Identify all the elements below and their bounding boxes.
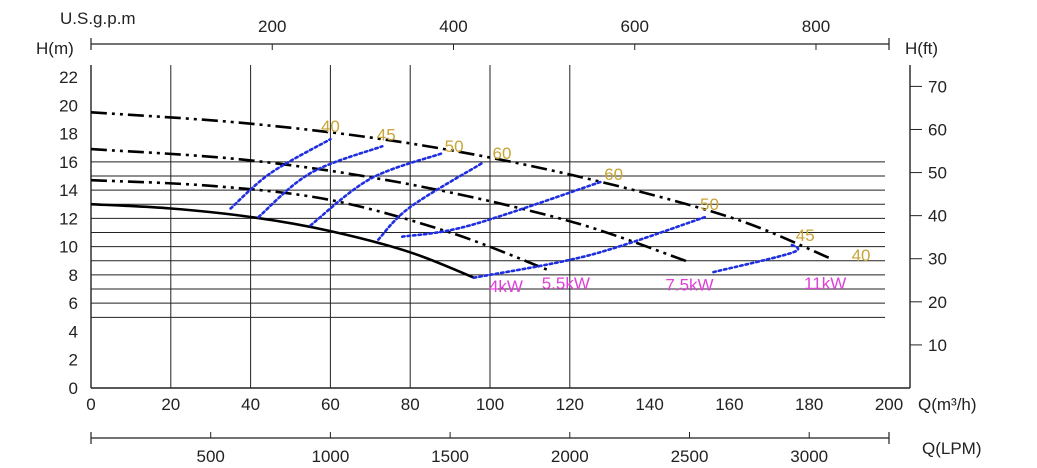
top-tick-label: 400 [439, 17, 467, 36]
y-tick-label: 8 [69, 266, 78, 285]
right-tick-label: 20 [928, 293, 947, 312]
y-tick-label: 14 [59, 181, 78, 200]
y-tick-label: 12 [59, 209, 78, 228]
x-tick-label: 40 [241, 395, 260, 414]
y-tick-label: 20 [59, 96, 78, 115]
efficiency-curve-45 [712, 242, 800, 274]
x-tick-label: 0 [86, 395, 95, 414]
grid [91, 65, 885, 388]
power-label: 5.5kW [542, 274, 590, 293]
right-tick-label: 30 [928, 250, 947, 269]
right-tick-label: 60 [928, 120, 947, 139]
x-axis-label: Q(m³/h) [918, 395, 977, 414]
bottom-tick-label: 2500 [671, 447, 709, 466]
y-axis-label: H(m) [36, 39, 74, 58]
right-tick-label: 50 [928, 164, 947, 183]
y-tick-label: 16 [59, 153, 78, 172]
efficiency-label: 60 [493, 144, 512, 163]
pump-curve-5-5kw [90, 178, 551, 272]
power-label: 7.5kW [665, 275, 713, 294]
efficiency-label: 40 [321, 117, 340, 136]
x-tick-label: 180 [795, 395, 823, 414]
power-label: 4kW [489, 277, 523, 296]
right-tick-label: 10 [928, 336, 947, 355]
top-axis-label: U.S.g.p.m [60, 9, 136, 28]
efficiency-label: 50 [445, 137, 464, 156]
y-tick-label: 22 [59, 68, 78, 87]
efficiency-curve-50 [309, 152, 444, 227]
x-tick-label: 60 [321, 395, 340, 414]
top-tick-label: 800 [802, 17, 830, 36]
right-tick-label: 70 [928, 77, 947, 96]
efficiency-curve-60 [377, 161, 484, 241]
efficiency-curve-50 [472, 215, 707, 279]
pump-curves [90, 111, 830, 279]
top-tick-label: 600 [621, 17, 649, 36]
efficiency-curve-45 [257, 145, 384, 219]
efficiency-label: 40 [852, 246, 871, 265]
bottom-tick-label: 3000 [790, 447, 828, 466]
x-tick-label: 80 [401, 395, 420, 414]
efficiency-label: 60 [604, 165, 623, 184]
bottom-tick-label: 2000 [551, 447, 589, 466]
bottom-tick-label: 1500 [431, 447, 469, 466]
axes [90, 38, 922, 444]
curve-labels: 40 45 50 60 60 50 45 40 4kW 5.5kW 7.5kW 11kW [321, 117, 871, 296]
bottom-axis-label: Q(LPM) [922, 439, 982, 458]
y-tick-label: 0 [69, 379, 78, 398]
efficiency-curve-60 [400, 180, 603, 238]
x-tick-label: 200 [875, 395, 903, 414]
efficiency-label: 45 [377, 126, 396, 145]
y-tick-label: 2 [69, 351, 78, 370]
y-tick-label: 18 [59, 125, 78, 144]
right-axis-label: H(ft) [905, 39, 938, 58]
efficiency-label: 45 [796, 226, 815, 245]
tick-labels: 0 2 4 6 8 10 12 14 16 18 20 22 0 20 40 60 80 100 120 140 160… [59, 17, 947, 466]
pump-curve-4kw [90, 202, 475, 279]
efficiency-curve-40 [229, 137, 332, 210]
y-tick-label: 10 [59, 238, 78, 257]
x-tick-label: 160 [715, 395, 743, 414]
pump-curve-7-5kw [90, 147, 690, 264]
x-tick-label: 120 [556, 395, 584, 414]
right-tick-label: 40 [928, 207, 947, 226]
x-tick-label: 20 [161, 395, 180, 414]
power-label: 11kW [804, 274, 846, 293]
y-tick-label: 6 [69, 294, 78, 313]
x-tick-label: 100 [476, 395, 504, 414]
y-tick-label: 4 [69, 322, 78, 341]
efficiency-label: 50 [700, 195, 719, 214]
bottom-tick-label: 500 [197, 447, 225, 466]
top-tick-label: 200 [258, 17, 286, 36]
bottom-tick-label: 1000 [311, 447, 349, 466]
x-tick-label: 140 [635, 395, 663, 414]
efficiency-curves [229, 137, 800, 279]
